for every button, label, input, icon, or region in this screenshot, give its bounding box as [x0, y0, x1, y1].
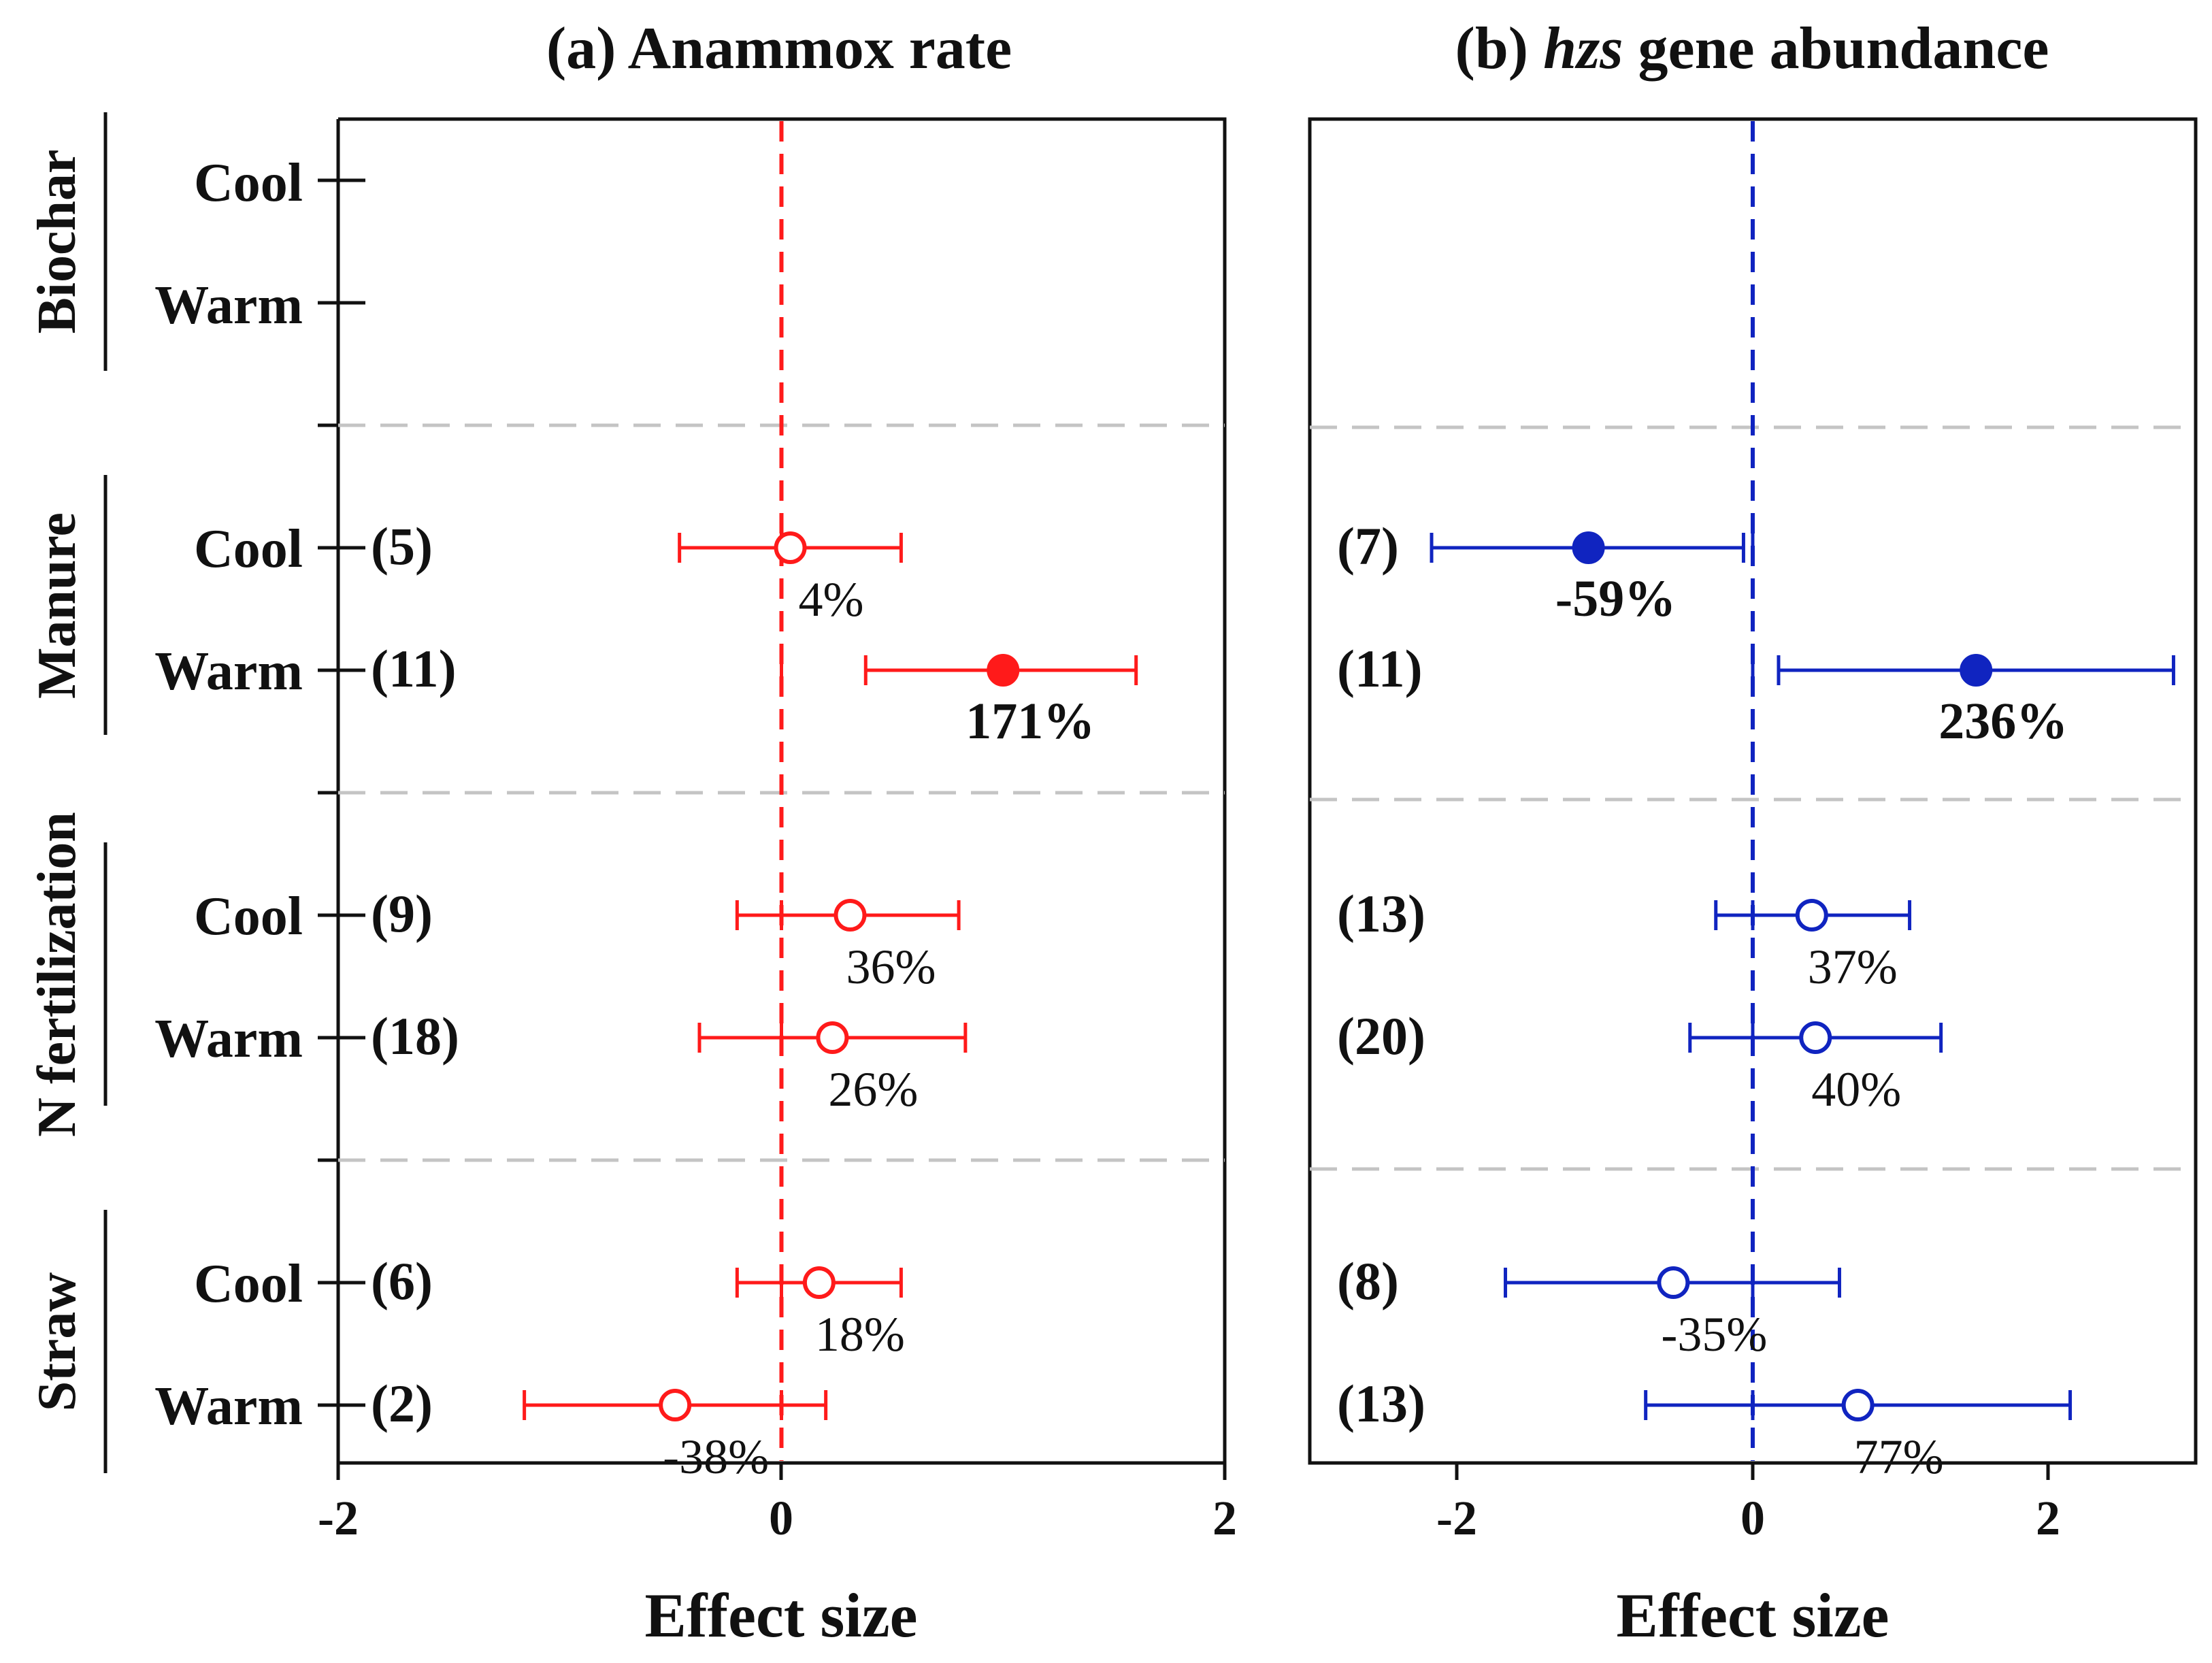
row-label: Cool	[194, 519, 303, 579]
row-label: Cool	[194, 153, 303, 213]
group-label-biochar: Biochar	[27, 149, 87, 333]
effect-label: 4%	[799, 572, 864, 627]
sample-size-label: (8)	[1337, 1251, 1399, 1311]
row-label: Warm	[154, 1377, 303, 1436]
sample-size-label: (7)	[1337, 516, 1399, 576]
effect-point	[1795, 899, 1828, 932]
effect-point	[816, 1021, 849, 1054]
group-label-manure: Manure	[27, 512, 87, 699]
effect-point	[774, 531, 807, 564]
row-label: Cool	[194, 1254, 303, 1314]
group-label-straw: Straw	[27, 1272, 87, 1412]
effect-point	[987, 654, 1020, 687]
sample-size-label: (9)	[371, 884, 433, 943]
panel-b-title-suffix: gene abundance	[1623, 16, 2049, 82]
panel-a-x-axis-label: Effect size	[645, 1581, 918, 1650]
effect-label: -38%	[663, 1430, 769, 1484]
panel-b-x-tick-label: 2	[2036, 1491, 2060, 1545]
panel-b-title-italic: hzs	[1543, 16, 1623, 82]
effect-point	[1799, 1021, 1832, 1054]
effect-label: 18%	[815, 1307, 905, 1362]
panel-a-x-tick-label: 2	[1212, 1491, 1237, 1545]
panel-a-marks: (5) 4% (11) 171% (9) 36% (18) 26% (6) 18% (2) -38%	[371, 121, 1138, 1484]
panel-a-title: (a) Anammox rate	[546, 16, 1012, 82]
sample-size-label: (13)	[1337, 1374, 1425, 1433]
sample-size-label: (20)	[1337, 1006, 1425, 1066]
sample-size-label: (6)	[371, 1251, 433, 1311]
sample-size-label: (13)	[1337, 884, 1425, 943]
panel-b-title-prefix: (b)	[1455, 16, 1544, 82]
group-label-n-fertilization: N fertilization	[27, 812, 87, 1137]
effect-label: -59%	[1555, 570, 1676, 627]
row-label: Cool	[194, 887, 303, 946]
effect-point	[1841, 1389, 1875, 1421]
sample-size-label: (18)	[371, 1006, 459, 1066]
effect-label: 26%	[828, 1062, 918, 1117]
sample-size-label: (11)	[1337, 639, 1423, 698]
effect-point	[1657, 1266, 1690, 1299]
effect-point	[1572, 531, 1605, 564]
panel-b-x-tick-label: 0	[1740, 1491, 1765, 1545]
effect-point	[1960, 654, 1993, 687]
effect-point	[833, 899, 867, 932]
effect-label: -35%	[1661, 1307, 1767, 1362]
row-label: Warm	[154, 276, 303, 335]
effect-label: 40%	[1811, 1062, 1901, 1117]
effect-label: 77%	[1854, 1430, 1944, 1484]
panel-b-marks: (7) -59% (11) 236% (13) 37% (20) 40% (8) -35% (13)…	[1337, 121, 2175, 1484]
panel-a-x-tick-label: -2	[318, 1491, 359, 1545]
effect-label: 171%	[965, 693, 1095, 750]
panel-b-x-tick-label: -2	[1436, 1491, 1477, 1545]
panel-b: -2 0 2 Effect size (7) -59% (11) 236% (13) 37…	[1308, 117, 2198, 1650]
effect-point	[802, 1266, 836, 1299]
sample-size-label: (11)	[371, 639, 457, 698]
effect-label: 236%	[1938, 693, 2068, 750]
sample-size-label: (2)	[371, 1374, 433, 1433]
panel-a-x-tick-label: 0	[769, 1491, 793, 1545]
row-label: Warm	[154, 642, 303, 702]
panel-b-x-axis-label: Effect size	[1617, 1581, 1889, 1650]
effect-label: 36%	[846, 940, 936, 994]
row-label: Warm	[154, 1009, 303, 1069]
sample-size-label: (5)	[371, 516, 433, 576]
panel-b-title: (b) hzs gene abundance	[1455, 16, 2049, 82]
panel-a: -2 0 2 Effect size (5) 4% (11) 171% (9) 36% (1…	[318, 117, 1237, 1650]
effect-point	[659, 1389, 692, 1421]
effect-label: 37%	[1808, 940, 1898, 994]
